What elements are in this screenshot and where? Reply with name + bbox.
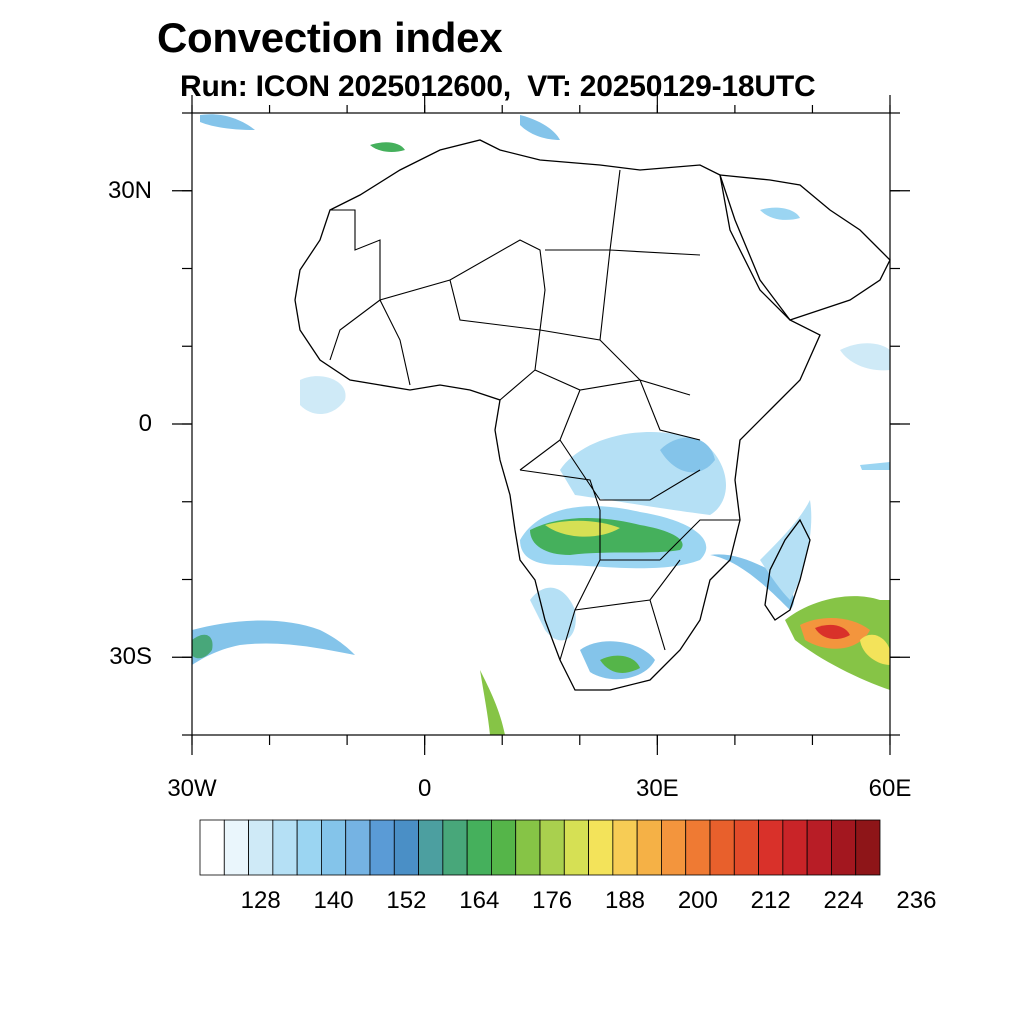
colorbar-swatch [345, 819, 371, 876]
colorbar-swatch [612, 819, 638, 876]
colorbar-swatch [369, 819, 395, 876]
madagascar-coastline [764, 518, 811, 621]
colorbar-swatch [563, 819, 589, 876]
lon-tick-label: 30W [167, 775, 217, 802]
lat-tick-label: 30S [109, 643, 152, 671]
colorbar-swatch [782, 819, 808, 876]
map-subtitle: Run: ICON 2025012600, VT: 20250129-18UTC [180, 70, 816, 103]
colorbar-swatch [393, 819, 419, 876]
lon-tick-label: 0 [417, 775, 432, 802]
colorbar-swatch [806, 819, 832, 876]
colorbar-swatch [515, 819, 541, 876]
colorbar-label: 212 [750, 887, 791, 914]
convection-shading [192, 114, 890, 735]
colorbar-swatch [418, 819, 444, 876]
colorbar-swatch [296, 819, 322, 876]
colorbar-swatch [831, 819, 857, 876]
colorbar-label: 224 [823, 887, 864, 914]
axis-ticks [172, 95, 910, 755]
colorbar-swatch [491, 819, 517, 876]
colorbar-swatch [272, 819, 298, 876]
colorbar-swatch [442, 819, 468, 876]
colorbar-swatch [223, 819, 249, 876]
colorbar-swatch [588, 819, 614, 876]
colorbar-swatch [661, 819, 687, 876]
colorbar-label: 140 [313, 887, 354, 914]
colorbar-swatch [248, 819, 274, 876]
colorbar-label: 152 [386, 887, 427, 914]
lon-tick-label: 60E [868, 775, 912, 802]
colorbar-label: 164 [459, 887, 500, 914]
colorbar-swatch [855, 819, 881, 876]
colorbar-label: 176 [532, 887, 573, 914]
colorbar-swatch [733, 819, 759, 876]
colorbar-label: 128 [240, 887, 281, 914]
colorbar [199, 819, 881, 876]
colorbar-swatch [539, 819, 565, 876]
africa-coastline [294, 139, 821, 691]
colorbar-swatch [636, 819, 662, 876]
colorbar-label: 200 [677, 887, 718, 914]
arabia-coastline [719, 174, 891, 321]
colorbar-swatch [709, 819, 735, 876]
colorbar-swatch [199, 819, 225, 876]
map-title: Convection index [157, 14, 503, 61]
colorbar-swatch [466, 819, 492, 876]
lat-tick-label: 0 [138, 410, 152, 437]
colorbar-swatch [321, 819, 347, 876]
colorbar-label: 236 [896, 887, 937, 914]
lon-tick-label: 30E [635, 775, 679, 802]
colorbar-label: 188 [604, 887, 646, 914]
country-borders [329, 169, 740, 661]
lat-tick-label: 30N [107, 176, 152, 204]
colorbar-swatch [685, 819, 711, 876]
colorbar-swatch [758, 819, 784, 876]
